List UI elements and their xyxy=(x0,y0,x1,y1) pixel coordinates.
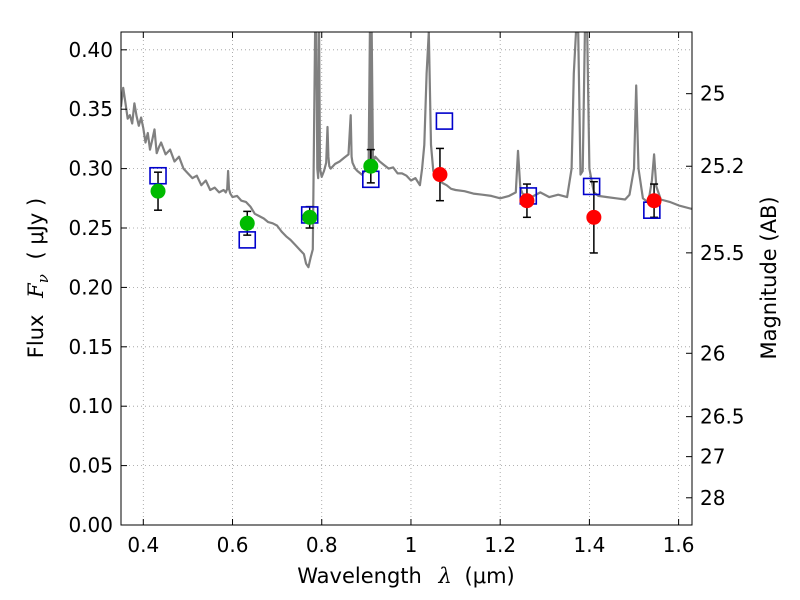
model-spectrum-line xyxy=(121,32,692,269)
y-tick-label: 0.05 xyxy=(68,454,113,478)
y2-tick-label: 28 xyxy=(700,486,725,510)
x-tick-label: 1.2 xyxy=(484,533,516,557)
red-data-point xyxy=(646,193,662,209)
y-tick-label: 0.15 xyxy=(68,335,113,359)
green-data-point xyxy=(363,158,379,174)
y2-tick-label: 25.5 xyxy=(700,241,745,265)
model-photometry-square xyxy=(435,112,454,130)
model-photometry-square xyxy=(582,177,601,196)
x-tick-label: 0.6 xyxy=(217,533,249,557)
y2-tick-label: 27 xyxy=(700,445,725,469)
red-data-point xyxy=(519,193,535,209)
y-tick-label: 0.30 xyxy=(68,157,113,181)
y-tick-label: 0.20 xyxy=(68,275,113,299)
x-axis-title-symbol: λ xyxy=(438,564,452,588)
y-tick-label: 0.10 xyxy=(68,394,113,418)
y-axis-title-unit: ( μJy ) xyxy=(24,198,48,260)
green-data-point xyxy=(239,215,255,231)
y-tick-label: 0.25 xyxy=(68,216,113,240)
x-axis-title-text: Wavelength xyxy=(297,564,422,588)
plot-area xyxy=(121,32,692,269)
x-axis-title: Wavelength λ (μm) xyxy=(297,564,514,588)
x-tick-label: 0.8 xyxy=(306,533,338,557)
y-tick-label: 0.00 xyxy=(68,513,113,537)
y2-tick-label: 26 xyxy=(700,341,725,365)
y-axis-title-symbol-sub: ν xyxy=(34,274,52,283)
x-tick-label: 1.6 xyxy=(663,533,695,557)
y-axis-title-symbol: F xyxy=(24,282,48,299)
red-data-point xyxy=(586,209,602,225)
y-axis-title: Flux Fν ( μJy ) xyxy=(24,198,53,358)
x-tick-label: 1.4 xyxy=(573,533,605,557)
model-photometry-square xyxy=(238,231,257,249)
axes: 0.4 0.6 0.8 1 1.2 1.4 1.6 0.00 0.05 0.10 0.15 0.20 0… xyxy=(68,32,745,557)
y-tick-label: 0.35 xyxy=(68,97,113,121)
green-data-point xyxy=(150,183,166,199)
x-tick-label: 1 xyxy=(405,533,418,557)
y2-tick-label: 25 xyxy=(700,82,725,106)
green-data-point xyxy=(302,209,318,225)
y2-axis-title: Magnitude (AB) xyxy=(757,196,781,359)
x-tick-label: 0.4 xyxy=(127,533,159,557)
red-data-point xyxy=(432,167,448,183)
x-axis-title-unit: (μm) xyxy=(465,564,515,588)
y-axis-title-text: Flux xyxy=(24,315,48,359)
y2-tick-label: 25.2 xyxy=(700,154,745,178)
y2-tick-label: 26.5 xyxy=(700,405,745,429)
plot-frame xyxy=(120,31,693,526)
y-tick-label: 0.40 xyxy=(68,38,113,62)
